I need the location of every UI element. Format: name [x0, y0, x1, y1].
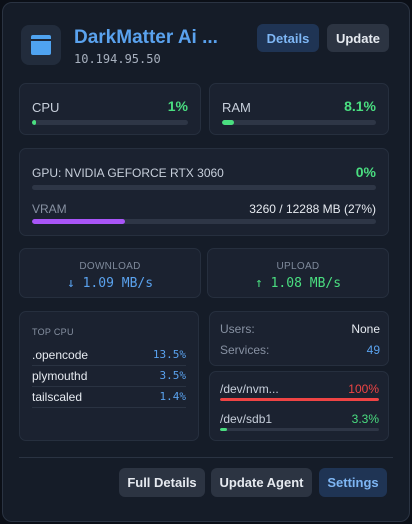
download-panel: DOWNLOAD ↓ 1.09 MB/s [19, 248, 201, 298]
cpu-bar [32, 120, 188, 125]
full-details-button[interactable]: Full Details [119, 468, 205, 497]
gpu-panel: GPU: NVIDIA GEFORCE RTX 3060 0% VRAM 326… [19, 148, 389, 236]
ram-percent: 8.1% [344, 98, 376, 114]
process-cpu: 1.4% [159, 390, 187, 403]
ram-bar-fill [222, 120, 235, 125]
cpu-percent: 1% [167, 98, 188, 114]
gpu-percent: 0% [355, 164, 376, 180]
process-row: plymouthd 3.5% [32, 366, 186, 387]
disk-percent: 100% [348, 382, 379, 396]
cpu-bar-fill [32, 120, 36, 125]
settings-button[interactable]: Settings [319, 468, 387, 497]
gpu-bar [32, 185, 376, 190]
ram-panel: RAM 8.1% [209, 83, 389, 135]
disk-name: /dev/sdb1 [220, 412, 273, 426]
disk-bar [220, 428, 379, 431]
vram-value: 3260 / 12288 MB (27%) [249, 202, 376, 216]
server-title[interactable]: DarkMatter Ai ... [74, 27, 218, 48]
services-label: Services: [220, 343, 270, 357]
download-label: DOWNLOAD [79, 261, 141, 272]
process-cpu: 3.5% [159, 369, 187, 382]
vram-bar [32, 219, 376, 224]
server-ip: 10.194.95.50 [74, 52, 161, 66]
gpu-label: GPU: NVIDIA GEFORCE RTX 3060 [32, 166, 224, 180]
process-row: tailscaled 1.4% [32, 387, 186, 408]
process-name: .opencode [32, 348, 89, 362]
upload-label: UPLOAD [276, 261, 320, 272]
top-cpu-title: TOP CPU [32, 327, 74, 337]
update-button[interactable]: Update [327, 24, 389, 52]
info-panel: Users: None Services: 49 [209, 311, 389, 366]
server-icon [21, 25, 61, 65]
top-cpu-panel: TOP CPU .opencode 13.5% plymouthd 3.5% t… [19, 311, 199, 441]
ram-label: RAM [222, 100, 251, 115]
cpu-label: CPU [32, 100, 60, 115]
disk-name: /dev/nvm... [220, 382, 279, 396]
vram-label: VRAM [32, 202, 67, 216]
process-name: plymouthd [32, 369, 88, 383]
download-value: ↓ 1.09 MB/s [66, 276, 154, 291]
footer-divider [19, 457, 393, 458]
upload-value: ↑ 1.08 MB/s [254, 276, 342, 291]
process-cpu: 13.5% [152, 348, 186, 361]
disk-percent: 3.3% [351, 412, 379, 426]
details-button[interactable]: Details [257, 24, 319, 52]
process-name: tailscaled [32, 390, 83, 404]
upload-panel: UPLOAD ↑ 1.08 MB/s [207, 248, 389, 298]
update-agent-button[interactable]: Update Agent [211, 468, 312, 497]
disk-bar-fill [220, 398, 379, 401]
cpu-panel: CPU 1% [19, 83, 201, 135]
services-value: 49 [366, 343, 380, 357]
disks-panel: /dev/nvm... 100% /dev/sdb1 3.3% [209, 371, 389, 441]
vram-bar-fill [32, 219, 125, 224]
process-row: .opencode 13.5% [32, 345, 186, 366]
disk-bar-fill [220, 428, 228, 431]
users-value: None [351, 322, 380, 336]
card-header: DarkMatter Ai ... 10.194.95.50 Details U… [21, 23, 389, 69]
disk-bar [220, 398, 379, 401]
ram-bar [222, 120, 376, 125]
users-label: Users: [220, 322, 255, 336]
